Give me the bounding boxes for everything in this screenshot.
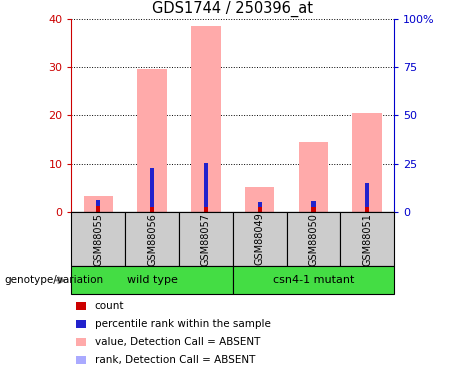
Bar xyxy=(353,113,382,212)
Text: GSM88057: GSM88057 xyxy=(201,213,211,266)
Bar xyxy=(233,266,394,294)
Bar xyxy=(340,212,394,266)
Text: percentile rank within the sample: percentile rank within the sample xyxy=(95,319,271,328)
Text: value, Detection Call = ABSENT: value, Detection Call = ABSENT xyxy=(95,337,260,346)
Bar xyxy=(71,212,125,266)
Bar xyxy=(191,26,221,212)
Bar xyxy=(204,163,208,212)
Text: GSM88056: GSM88056 xyxy=(147,213,157,266)
Bar xyxy=(137,69,167,212)
Bar xyxy=(150,168,154,212)
Bar xyxy=(150,207,154,212)
Bar xyxy=(258,207,262,212)
Text: GSM88055: GSM88055 xyxy=(93,213,103,266)
Bar xyxy=(96,206,100,212)
Text: GSM88051: GSM88051 xyxy=(362,213,372,266)
Bar xyxy=(83,196,113,212)
Bar xyxy=(204,207,208,212)
Bar xyxy=(299,142,328,212)
Bar xyxy=(233,212,287,266)
Bar xyxy=(311,207,316,212)
Bar xyxy=(71,266,233,294)
Title: GDS1744 / 250396_at: GDS1744 / 250396_at xyxy=(152,1,313,17)
Bar xyxy=(287,212,340,266)
Bar xyxy=(125,212,179,266)
Text: count: count xyxy=(95,301,124,310)
Text: GSM88050: GSM88050 xyxy=(308,213,319,266)
Text: rank, Detection Call = ABSENT: rank, Detection Call = ABSENT xyxy=(95,355,255,364)
Bar xyxy=(365,207,369,212)
Text: GSM88049: GSM88049 xyxy=(254,213,265,266)
Text: csn4-1 mutant: csn4-1 mutant xyxy=(273,275,354,285)
Bar xyxy=(96,200,100,212)
Text: wild type: wild type xyxy=(127,275,177,285)
Text: genotype/variation: genotype/variation xyxy=(5,275,104,285)
Bar xyxy=(311,201,316,212)
Bar xyxy=(245,187,274,212)
Bar xyxy=(258,202,262,212)
Bar xyxy=(179,212,233,266)
Bar xyxy=(365,183,369,212)
